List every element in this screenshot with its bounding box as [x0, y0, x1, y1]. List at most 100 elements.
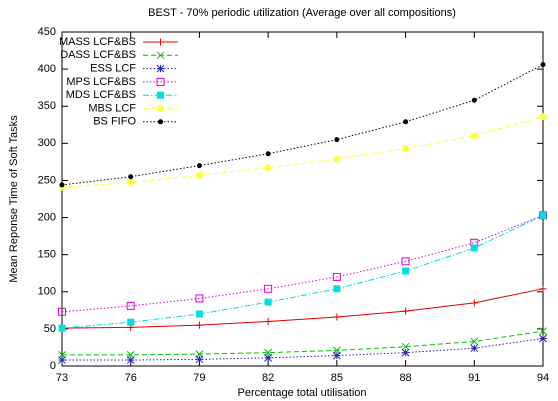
point-marker	[264, 298, 272, 306]
point-marker	[403, 119, 409, 125]
point-marker	[333, 351, 341, 360]
y-tick-label: 100	[38, 286, 56, 298]
marker-shape	[195, 171, 203, 179]
marker-shape	[470, 132, 478, 140]
marker-shape	[265, 151, 271, 157]
x-tick-label: 91	[468, 372, 480, 384]
point-marker	[158, 119, 163, 125]
marker-stroke	[156, 64, 165, 73]
point-marker	[195, 321, 203, 329]
x-tick-label: 79	[193, 372, 205, 384]
point-marker	[539, 285, 547, 293]
marker-stroke	[195, 355, 204, 364]
point-marker	[470, 299, 478, 307]
legend-label: MBS LCF	[88, 102, 136, 114]
x-axis-label: Percentage total utilisation	[237, 387, 366, 399]
marker-stroke	[539, 327, 547, 335]
marker-stroke	[58, 356, 66, 364]
marker-shape	[58, 307, 66, 316]
y-tick-label: 350	[38, 100, 56, 112]
point-marker	[195, 294, 204, 303]
marker-shape	[158, 119, 163, 125]
y-axis-label: Mean Reponse Time of Soft Tasks	[8, 115, 20, 283]
marker-shape	[128, 174, 134, 180]
y-tick-label: 200	[38, 211, 56, 223]
point-marker	[58, 356, 66, 364]
point-marker	[332, 272, 341, 281]
marker-shape	[540, 62, 546, 68]
point-marker	[539, 211, 547, 219]
legend-label: MPS LCF&BS	[66, 76, 136, 88]
point-marker	[196, 163, 202, 169]
x-tick-label: 82	[262, 372, 274, 384]
marker-shape	[264, 284, 273, 293]
marker-shape	[264, 298, 272, 306]
point-marker	[470, 344, 479, 353]
point-marker	[127, 179, 135, 187]
point-marker	[333, 155, 341, 163]
marker-stroke	[539, 334, 547, 343]
point-marker	[539, 327, 547, 335]
series-line	[61, 116, 544, 188]
marker-stroke	[264, 353, 272, 362]
marker-stroke	[401, 348, 410, 357]
marker-shape	[156, 77, 165, 86]
point-marker	[470, 132, 478, 140]
marker-shape	[126, 301, 135, 310]
marker-shape	[59, 182, 65, 188]
point-marker	[334, 137, 340, 143]
point-marker	[126, 301, 135, 310]
legend-label: DASS LCF&BS	[60, 49, 136, 61]
point-marker	[195, 171, 203, 179]
marker-shape	[157, 105, 164, 112]
point-marker	[157, 38, 164, 46]
marker-stroke	[401, 342, 410, 351]
point-marker	[540, 62, 546, 68]
series-line	[61, 214, 544, 329]
y-tick-label: 250	[38, 174, 56, 186]
marker-shape	[334, 137, 340, 143]
point-marker	[126, 356, 135, 364]
point-marker	[264, 284, 273, 293]
point-marker	[156, 64, 165, 73]
point-marker	[333, 313, 341, 321]
legend-label: MDS LCF&BS	[66, 89, 136, 101]
point-marker	[264, 353, 272, 362]
point-marker	[539, 113, 547, 121]
point-marker	[470, 337, 479, 346]
series-line	[61, 288, 544, 329]
legend-label: BS FIFO	[93, 116, 136, 128]
point-marker	[402, 307, 410, 315]
marker-shape	[195, 294, 204, 303]
marker-stroke	[156, 51, 165, 60]
marker-shape	[539, 113, 547, 121]
point-marker	[264, 317, 272, 325]
point-marker	[539, 334, 547, 343]
plot-frame	[61, 31, 544, 367]
series-line	[61, 64, 544, 186]
chart-title: BEST - 70% periodic utilization (Average…	[148, 7, 456, 19]
marker-shape	[402, 145, 410, 153]
marker-shape	[402, 267, 410, 275]
point-marker	[401, 257, 410, 266]
point-marker	[59, 182, 65, 188]
marker-stroke	[126, 356, 135, 364]
point-marker	[402, 267, 410, 275]
y-tick-label: 300	[38, 137, 56, 149]
point-marker	[195, 355, 204, 364]
marker-shape	[333, 155, 341, 163]
y-tick-label: 450	[38, 26, 56, 38]
marker-shape	[196, 163, 202, 169]
series-line	[61, 214, 544, 313]
y-tick-label: 0	[50, 360, 56, 372]
point-marker	[127, 318, 135, 326]
point-marker	[402, 145, 410, 153]
marker-shape	[401, 257, 410, 266]
point-marker	[156, 77, 165, 86]
marker-shape	[127, 318, 135, 326]
x-tick-label: 94	[537, 372, 549, 384]
point-marker	[264, 164, 272, 172]
point-marker	[195, 310, 203, 318]
legend-label: ESS LCF	[90, 63, 136, 75]
point-marker	[401, 348, 410, 357]
